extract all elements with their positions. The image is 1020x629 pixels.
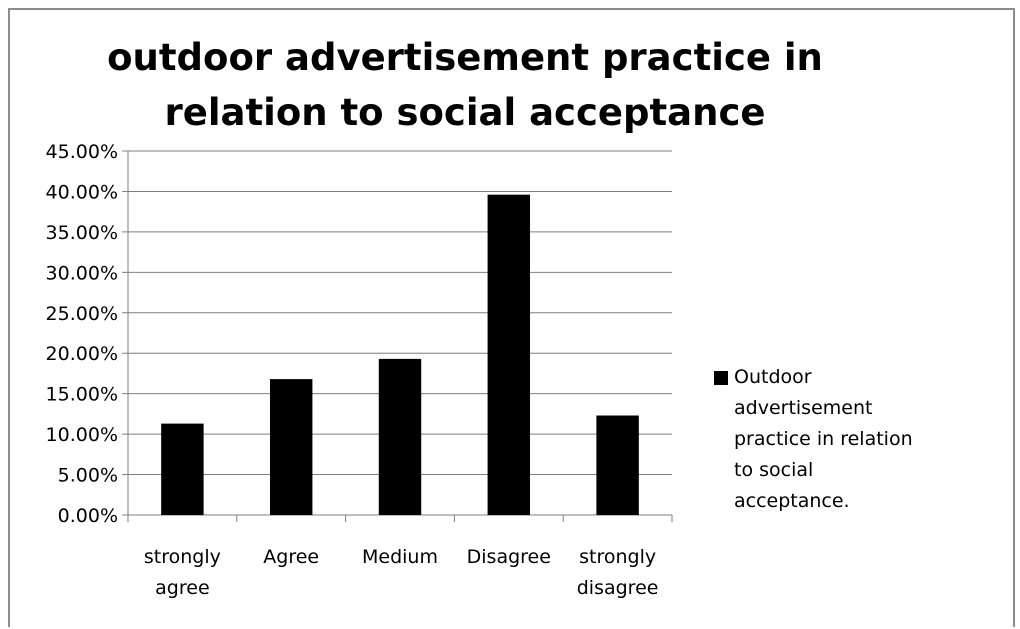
y-tick-label: 40.00% [46, 181, 118, 203]
y-tick-label: 45.00% [46, 141, 118, 163]
y-tick-label: 35.00% [46, 222, 118, 244]
chart-title-line-2: relation to social acceptance [164, 91, 766, 134]
x-tick-label: Disagree [467, 546, 551, 568]
x-tick-label: Agree [263, 546, 319, 568]
y-tick-label: 30.00% [46, 262, 118, 284]
x-tick-label: Medium [362, 546, 438, 568]
y-tick-label: 15.00% [46, 384, 118, 406]
bar [487, 194, 531, 515]
bar [161, 423, 204, 515]
chart-title: outdoor advertisement practice in relati… [0, 30, 930, 140]
chart-title-line-1: outdoor advertisement practice in [107, 36, 823, 79]
x-tick-label: strongly disagree [577, 546, 659, 599]
legend: Outdoor advertisement practice in relation… [714, 362, 954, 517]
y-tick-label: 25.00% [46, 303, 118, 325]
bar [378, 358, 422, 515]
y-tick-label: 10.00% [46, 424, 118, 446]
y-tick-label: 20.00% [46, 343, 118, 365]
x-tick-label: strongly agree [144, 546, 221, 599]
y-tick-label: 0.00% [58, 505, 118, 527]
legend-label: Outdoor advertisement practice in relation… [734, 366, 913, 512]
bar [269, 379, 313, 515]
y-tick-label: 5.00% [58, 465, 118, 487]
bar [596, 415, 639, 515]
legend-swatch [714, 371, 728, 385]
